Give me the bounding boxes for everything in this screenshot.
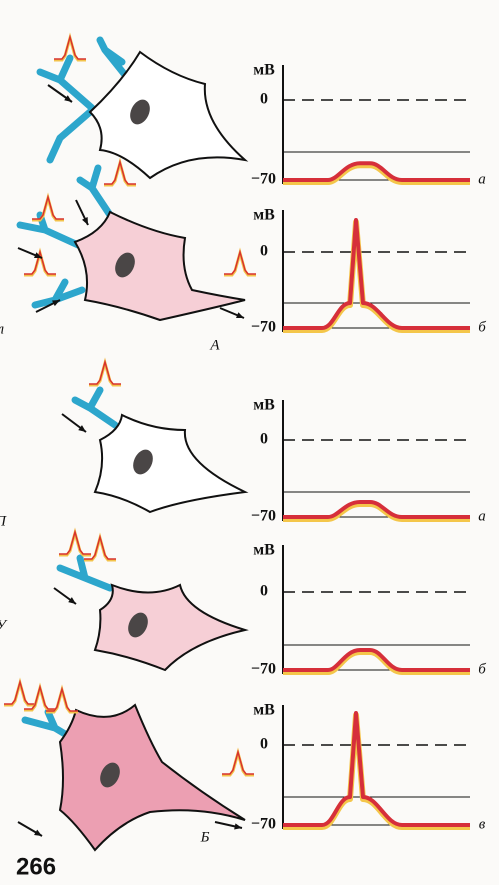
spike-icon — [224, 249, 256, 275]
dendrite — [46, 108, 94, 164]
spike-icon — [24, 249, 56, 275]
page-number: 266 — [16, 853, 56, 880]
unit-label: мВ — [253, 542, 275, 559]
dendrite — [96, 36, 129, 79]
potential-trace — [283, 218, 470, 330]
dendrite — [71, 386, 119, 429]
potential-trace — [283, 648, 470, 672]
spike-icon — [46, 686, 78, 712]
nucleus — [100, 762, 120, 788]
zero-label: 0 — [260, 431, 268, 448]
panel-label: в — [479, 816, 486, 832]
rest-label: −70 — [251, 816, 276, 833]
panel-label: а — [478, 508, 486, 524]
unit-label: мВ — [253, 62, 275, 79]
group-label: А — [209, 337, 220, 353]
nucleus — [133, 449, 153, 475]
spike-icon — [104, 159, 136, 185]
rest-label: −70 — [251, 508, 276, 525]
arrow-head — [64, 95, 72, 102]
dendrite — [56, 554, 114, 592]
dendrite — [76, 164, 114, 219]
panel-label: б — [478, 319, 486, 335]
panel-label: а — [478, 171, 486, 187]
dendrite — [36, 54, 96, 112]
margin-letter: П — [0, 513, 7, 529]
rest-label: −70 — [251, 171, 276, 188]
zero-label: 0 — [260, 583, 268, 600]
neuron-body — [58, 703, 246, 852]
spike-icon — [84, 534, 116, 560]
arrow-head — [234, 823, 242, 830]
arrow-head — [78, 425, 86, 432]
group-label: Б — [200, 829, 210, 845]
zero-label: 0 — [260, 91, 268, 108]
arrow-head — [236, 312, 244, 319]
margin-letter: У — [0, 617, 8, 633]
zero-label: 0 — [260, 736, 268, 753]
unit-label: мВ — [253, 397, 275, 414]
zero-label: 0 — [260, 243, 268, 260]
arrow-head — [52, 300, 60, 307]
margin-letter: л — [0, 321, 4, 337]
arrow-head — [68, 597, 76, 604]
potential-trace — [283, 711, 470, 827]
nucleus — [128, 612, 148, 638]
panel-label: б — [478, 661, 486, 677]
unit-label: мВ — [253, 702, 275, 719]
unit-label: мВ — [253, 207, 275, 224]
spike-icon — [54, 34, 86, 60]
spike-icon — [89, 359, 121, 385]
rest-label: −70 — [251, 319, 276, 336]
spike-icon — [222, 749, 254, 775]
neuron-body — [88, 50, 249, 180]
spike-icon — [24, 684, 56, 710]
spike-icon — [59, 529, 91, 555]
arrow-head — [82, 217, 88, 225]
dendrite — [31, 278, 86, 309]
spike-icon — [32, 194, 64, 220]
neuron-body — [93, 583, 249, 672]
arrow-head — [34, 829, 42, 836]
neuron-body — [93, 413, 249, 514]
nucleus — [115, 252, 135, 278]
potential-trace — [283, 500, 470, 519]
spike-icon — [4, 679, 36, 705]
arrow-head — [34, 252, 42, 259]
nucleus — [130, 99, 150, 125]
neuron-body — [73, 210, 246, 322]
rest-label: −70 — [251, 661, 276, 678]
potential-trace — [283, 161, 470, 182]
